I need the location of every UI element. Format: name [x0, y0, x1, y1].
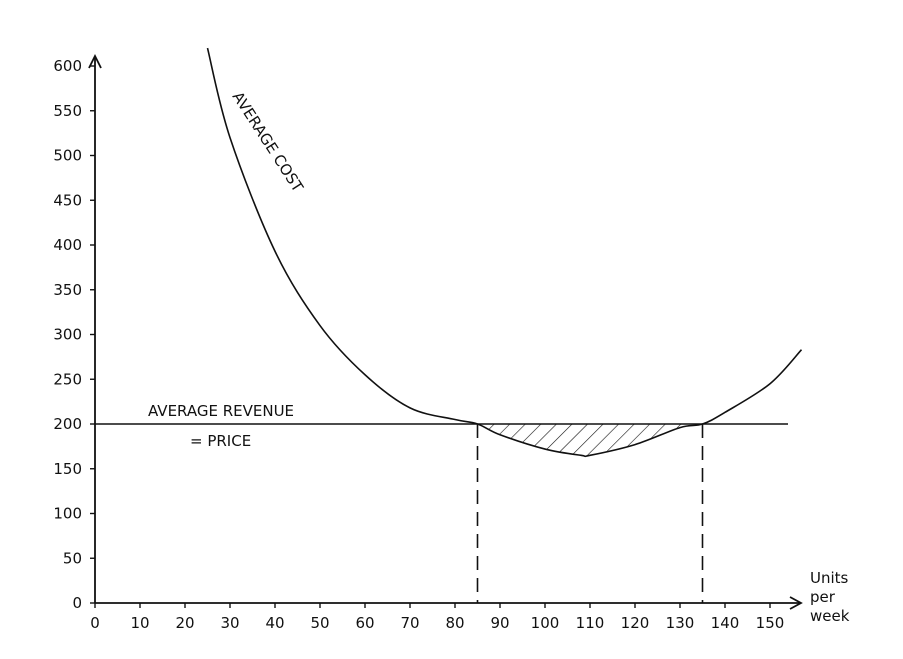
x-tick-label: 0	[90, 614, 100, 632]
x-axis-arrowhead	[789, 596, 803, 610]
x-tick-label: 150	[756, 614, 785, 632]
x-tick-label: 120	[621, 614, 650, 632]
x-tick-label: 10	[130, 614, 149, 632]
x-tick-label: 90	[490, 614, 509, 632]
dashed-guides	[476, 424, 704, 603]
loss-shaded-area	[477, 424, 703, 457]
y-axis-arrowhead	[88, 53, 102, 69]
x-tick-label: 110	[576, 614, 605, 632]
x-tick-label: 40	[265, 614, 284, 632]
y-tick-label: 550	[53, 102, 82, 120]
price-label: = PRICE	[190, 432, 251, 450]
x-tick-label: 70	[400, 614, 419, 632]
x-tick-label: 20	[175, 614, 194, 632]
x-tick-label: 130	[666, 614, 695, 632]
series-group	[95, 47, 803, 458]
x-tick-label: 60	[355, 614, 374, 632]
x-ticks: 0 10 20 30 40 50 60 70 80 90 100 110 120 130 140 150	[90, 603, 784, 632]
x-axis-title: Units per week	[810, 569, 850, 625]
average-cost-curve	[206, 47, 803, 458]
axes	[88, 53, 803, 610]
y-tick-label: 0	[72, 594, 82, 612]
x-tick-label: 30	[220, 614, 239, 632]
x-tick-label: 50	[310, 614, 329, 632]
y-tick-label: 150	[53, 460, 82, 478]
average-cost-label: AVERAGE COST	[229, 88, 308, 196]
x-tick-label: 80	[445, 614, 464, 632]
x-tick-label: 140	[711, 614, 740, 632]
y-tick-label: 350	[53, 281, 82, 299]
x-tick-label: 100	[531, 614, 560, 632]
y-tick-label: 50	[63, 549, 82, 567]
y-ticks: 0 50 100 150 200 250 300 350 400 450 500 550 600	[53, 57, 95, 612]
y-tick-label: 600	[53, 57, 82, 75]
x-axis-title-line-3: week	[810, 607, 850, 625]
y-tick-label: 400	[53, 236, 82, 254]
y-tick-label: 450	[53, 191, 82, 209]
y-tick-label: 100	[53, 505, 82, 523]
y-tick-label: 200	[53, 415, 82, 433]
x-axis-title-line-1: Units	[810, 569, 849, 587]
x-axis-title-line-2: per	[810, 588, 836, 606]
average-revenue-label: AVERAGE REVENUE	[148, 402, 294, 420]
y-tick-label: 300	[53, 326, 82, 344]
y-tick-label: 250	[53, 370, 82, 388]
y-tick-label: 500	[53, 147, 82, 165]
